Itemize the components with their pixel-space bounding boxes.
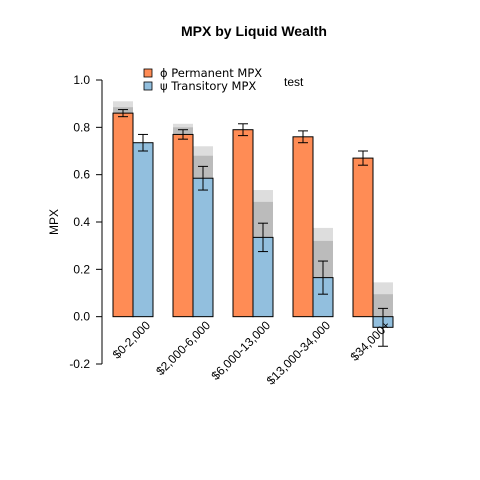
x-tick-label: $13,000-34,000 (264, 318, 334, 388)
x-axis-labels: $0-2,000 $2,000-6,000$6,000-13,000$13,000… (110, 318, 393, 388)
bar-permanent-4 (352, 157, 374, 318)
shade-dark-1-3 (313, 240, 333, 278)
y-tick-label: 0.2 (73, 262, 90, 276)
bar-permanent-1 (172, 133, 194, 318)
y-tick-label: 0.8 (73, 120, 90, 134)
x-tick-label: $34,000+ (348, 318, 394, 364)
x-tick-label: $2,000-6,000 (153, 318, 213, 378)
y-tick-label: 0.6 (73, 168, 90, 182)
y-tick-label: 0.4 (73, 215, 90, 229)
shade-dark-1-2 (253, 201, 273, 238)
bars (112, 112, 394, 328)
bar-transitory-1 (192, 177, 214, 318)
x-tick-label: $0-2,000 (110, 318, 154, 362)
bar-permanent-0 (112, 112, 134, 318)
y-tick-label: -0.2 (69, 357, 90, 371)
annotation-text: test (284, 75, 304, 89)
x-tick-label: $6,000-13,000 (208, 318, 273, 383)
legend-label-transitory: ψ Transitory MPX (160, 79, 256, 93)
bar-permanent-2 (232, 129, 254, 318)
error-bars (118, 109, 388, 347)
legend-swatch-transitory (143, 81, 153, 91)
chart-title: MPX by Liquid Wealth (181, 23, 327, 39)
shade-dark-1-4 (373, 294, 393, 317)
y-tick-label: 1.0 (73, 73, 90, 87)
legend-label-permanent: ϕ Permanent MPX (160, 66, 262, 80)
y-axis-title: MPX (47, 209, 61, 235)
legend-swatch-permanent (143, 68, 153, 78)
y-axis: -0.2 0.0 0.2 0.4 0.6 0.8 1.0 (69, 73, 103, 371)
y-tick-label: 0.0 (73, 310, 90, 324)
bar-transitory-0 (132, 142, 154, 318)
bar-permanent-3 (292, 136, 314, 318)
